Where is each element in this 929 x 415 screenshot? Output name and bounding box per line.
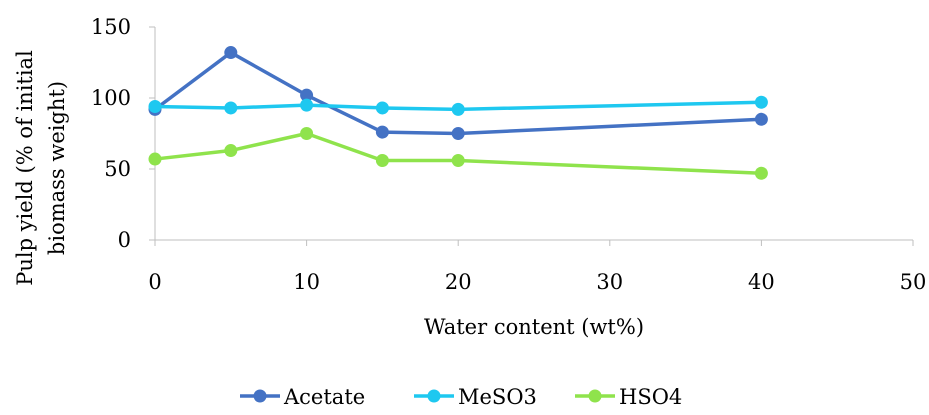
legend-item-hso4: HSO4 [575,385,682,409]
legend-label: MeSO3 [458,385,537,409]
x-tick-label: 30 [596,270,623,294]
series-meso3 [148,95,768,116]
data-point [224,46,238,60]
legend-marker [253,389,267,403]
data-point [148,100,162,114]
data-point [451,127,465,140]
y-tick-label: 100 [91,86,131,110]
y-axis-title-line-1: Pulp yield (% of initial [13,50,37,286]
axes: 0 50 100 150 0 10 20 30 40 50 [91,15,926,294]
data-point [754,112,768,126]
data-point [375,153,389,167]
legend-marker [588,389,602,403]
data-point [300,98,314,112]
legend-marker [427,389,441,403]
series-acetate [148,46,768,140]
legend-item-meso3: MeSO3 [414,385,537,409]
legend-label: Acetate [283,385,365,409]
x-tick-label: 20 [445,270,472,294]
series-line [154,100,762,112]
data-point [375,101,389,115]
series-layer [148,46,768,180]
data-point [451,102,465,116]
y-axis-title: Pulp yield (% of initial biomass weight) [13,50,69,286]
data-point [754,95,768,109]
data-point [224,101,238,115]
x-axis-title: Water content (wt%) [424,315,644,339]
x-tick-label: 0 [148,270,161,294]
data-point [375,125,389,139]
legend-label: HSO4 [619,385,682,409]
y-tick-label: 150 [91,15,131,39]
x-tick-label: 50 [900,270,927,294]
data-point [300,88,314,102]
series-line [154,131,762,176]
data-point [148,152,162,166]
legend: Acetate MeSO3 HSO4 [240,385,682,409]
series-line [153,50,762,136]
series-hso4 [148,127,768,180]
x-tick-label: 40 [748,270,775,294]
data-point [224,144,238,158]
y-axis-title-line-2: biomass weight) [45,81,69,255]
y-tick-label: 50 [104,157,131,181]
legend-item-acetate: Acetate [240,385,365,409]
x-tick-label: 10 [293,270,320,294]
y-tick-label: 0 [118,228,131,252]
data-point [451,153,465,167]
data-point [754,166,768,180]
data-point [300,127,314,140]
